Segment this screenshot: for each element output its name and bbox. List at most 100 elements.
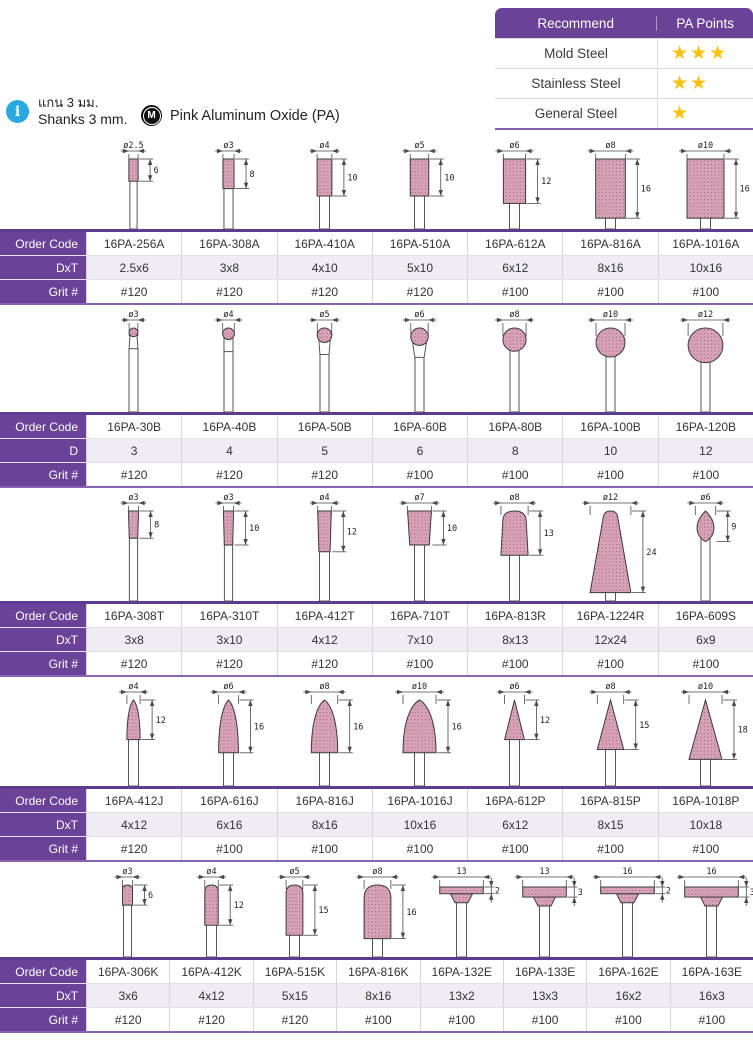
order-code-cell: 16PA-80B <box>467 415 563 438</box>
dimension-label: 16 <box>623 867 633 877</box>
shank-info-text: แกน 3 มม. Shanks 3 mm. <box>38 95 127 129</box>
material-badge-letter: M <box>142 106 161 125</box>
dimension-label: ø5 <box>289 867 299 877</box>
order-code-cell: 16PA-132E <box>419 960 503 983</box>
dimension-label: ø2.5 <box>123 141 143 151</box>
order-code-cell: 16PA-308A <box>181 232 277 255</box>
stone-figure-wheel: 16 3 <box>676 867 753 958</box>
material-info: M Pink Aluminum Oxide (PA) <box>141 105 340 126</box>
figures-row: ø3 6 ø4 12 ø5 15 ø8 16 13 2 13 3 16 2 16 3 <box>0 865 753 958</box>
grit-cell: #100 <box>336 1008 420 1031</box>
grit-cell: #100 <box>467 837 563 860</box>
dimension-label: 16 <box>451 722 461 732</box>
dimension-label: 12 <box>233 901 243 911</box>
dimension-label: ø8 <box>373 867 383 877</box>
order-code-cell: 16PA-40B <box>181 415 277 438</box>
figure-cell: ø5 <box>277 308 372 413</box>
dimension-label: ø6 <box>510 141 520 151</box>
dimension-cell: 4x12 <box>276 628 372 651</box>
dimension-label: ø4 <box>224 310 234 320</box>
dimension-label: ø6 <box>414 310 424 320</box>
table-row: DxT 4x12 6x16 8x16 10x16 6x12 8x15 10x18 <box>0 812 753 836</box>
product-section: ø2.5 6 ø3 8 ø4 10 ø5 10 ø6 12 ø8 16 ø10 16 Order Code 1… <box>0 139 753 305</box>
dimension-row-header: D <box>0 439 86 462</box>
grit-cell: #100 <box>562 652 658 675</box>
shank-thai-label: แกน 3 มม. <box>38 95 99 110</box>
dimension-label: 15 <box>639 721 649 731</box>
grit-cell: #120 <box>276 280 372 303</box>
dimension-cell: 4x12 <box>86 813 182 836</box>
table-row: Order Code 16PA-256A 16PA-308A 16PA-410A 16P… <box>0 232 753 255</box>
recommend-table-header: Recommend PA Points <box>495 8 753 38</box>
dimension-label: 16 <box>254 722 264 732</box>
grit-cell: #100 <box>657 463 753 486</box>
grit-cell: #100 <box>502 1008 587 1031</box>
dimension-cell: 6x12 <box>467 256 563 279</box>
order-code-cell: 16PA-308T <box>86 604 182 627</box>
recommend-row: Mold Steel ★★★ <box>495 38 753 68</box>
figure-cell: ø2.5 6 <box>86 139 181 230</box>
figure-cell: ø4 12 <box>169 865 252 958</box>
grit-row-header: Grit # <box>0 652 86 675</box>
stone-figure-ball: ø5 <box>308 310 340 413</box>
figure-cell: ø4 12 <box>86 680 181 787</box>
figure-cell: ø5 15 <box>253 865 336 958</box>
order-code-cell: 16PA-510A <box>371 232 468 255</box>
dimension-label: ø12 <box>698 310 713 320</box>
stone-figure-ball: ø4 <box>215 310 243 413</box>
dimension-cell: 16x3 <box>669 984 753 1007</box>
order-code-cell: 16PA-1018P <box>657 789 753 812</box>
dimension-label: 8 <box>250 170 255 180</box>
dimension-label: ø4 <box>129 682 139 692</box>
figure-cell: ø5 10 <box>372 139 467 230</box>
dimension-row-header: DxT <box>0 984 86 1007</box>
dimension-row-header: DxT <box>0 628 86 651</box>
dimension-label: ø5 <box>414 141 424 151</box>
dimension-cell: 6 <box>371 439 468 462</box>
stone-figure-bulletJ: ø4 12 <box>119 682 166 787</box>
stone-figure-bulletJ: ø10 16 <box>394 682 462 787</box>
figure-cell: ø8 <box>467 308 562 413</box>
dimension-label: 16 <box>706 867 716 877</box>
dimension-cell: 3x8 <box>181 256 277 279</box>
dimension-label: 24 <box>646 548 656 558</box>
dimension-label: 18 <box>737 726 747 736</box>
steel-type-label: Mold Steel <box>544 46 608 61</box>
table-row: Grit # #120 #120 #120 #100 #100 #100 #100 #100 <box>0 1007 753 1031</box>
grit-cell: #120 <box>86 280 182 303</box>
dimension-label: 13 <box>539 867 549 877</box>
grit-cell: #100 <box>586 1008 670 1031</box>
dimension-cell: 4x10 <box>276 256 372 279</box>
dimension-label: 3 <box>750 888 753 898</box>
dimension-label: 16 <box>640 185 650 195</box>
stone-figure-cyl: ø5 10 <box>402 141 454 230</box>
grit-cell: #100 <box>276 837 372 860</box>
dimension-cell: 13x3 <box>502 984 587 1007</box>
dimension-cell: 8x16 <box>276 813 372 836</box>
table-row: Grit # #120 #120 #120 #100 #100 #100 #100 <box>0 462 753 486</box>
stone-figure-ball: ø8 <box>495 310 535 413</box>
spec-table: Order Code 16PA-306K 16PA-412K 16PA-515K 16P… <box>0 957 753 1033</box>
order-code-cell: 16PA-515K <box>252 960 337 983</box>
dimension-label: ø8 <box>510 310 520 320</box>
spec-table: Order Code 16PA-30B 16PA-40B 16PA-50B 16PA-6… <box>0 412 753 488</box>
order-code-cell: 16PA-306K <box>86 960 170 983</box>
grit-cell: #100 <box>562 837 658 860</box>
dimension-row-header: DxT <box>0 813 86 836</box>
recommend-row: Stainless Steel ★★ <box>495 68 753 98</box>
figure-cell: ø6 9 <box>658 491 753 602</box>
dimension-label: 3 <box>578 888 583 898</box>
grit-cell: #120 <box>276 463 372 486</box>
dimension-label: ø5 <box>319 310 329 320</box>
figure-cell: ø12 <box>658 308 753 413</box>
material-label: Pink Aluminum Oxide (PA) <box>170 107 340 124</box>
figure-cell: ø7 10 <box>372 491 467 602</box>
dimension-label: ø10 <box>412 682 427 692</box>
figure-cell: ø8 15 <box>562 680 657 787</box>
spec-table: Order Code 16PA-256A 16PA-308A 16PA-410A 16P… <box>0 229 753 305</box>
figures-row: ø4 12 ø6 16 ø8 16 ø10 16 ø6 12 ø8 15 ø10 18 <box>0 680 753 787</box>
grit-cell: #120 <box>86 1008 170 1031</box>
table-row: Grit # #120 #120 #120 #120 #100 #100 #100 <box>0 279 753 303</box>
order-code-cell: 16PA-815P <box>562 789 658 812</box>
stone-figure-dome: ø8 13 <box>493 493 554 602</box>
